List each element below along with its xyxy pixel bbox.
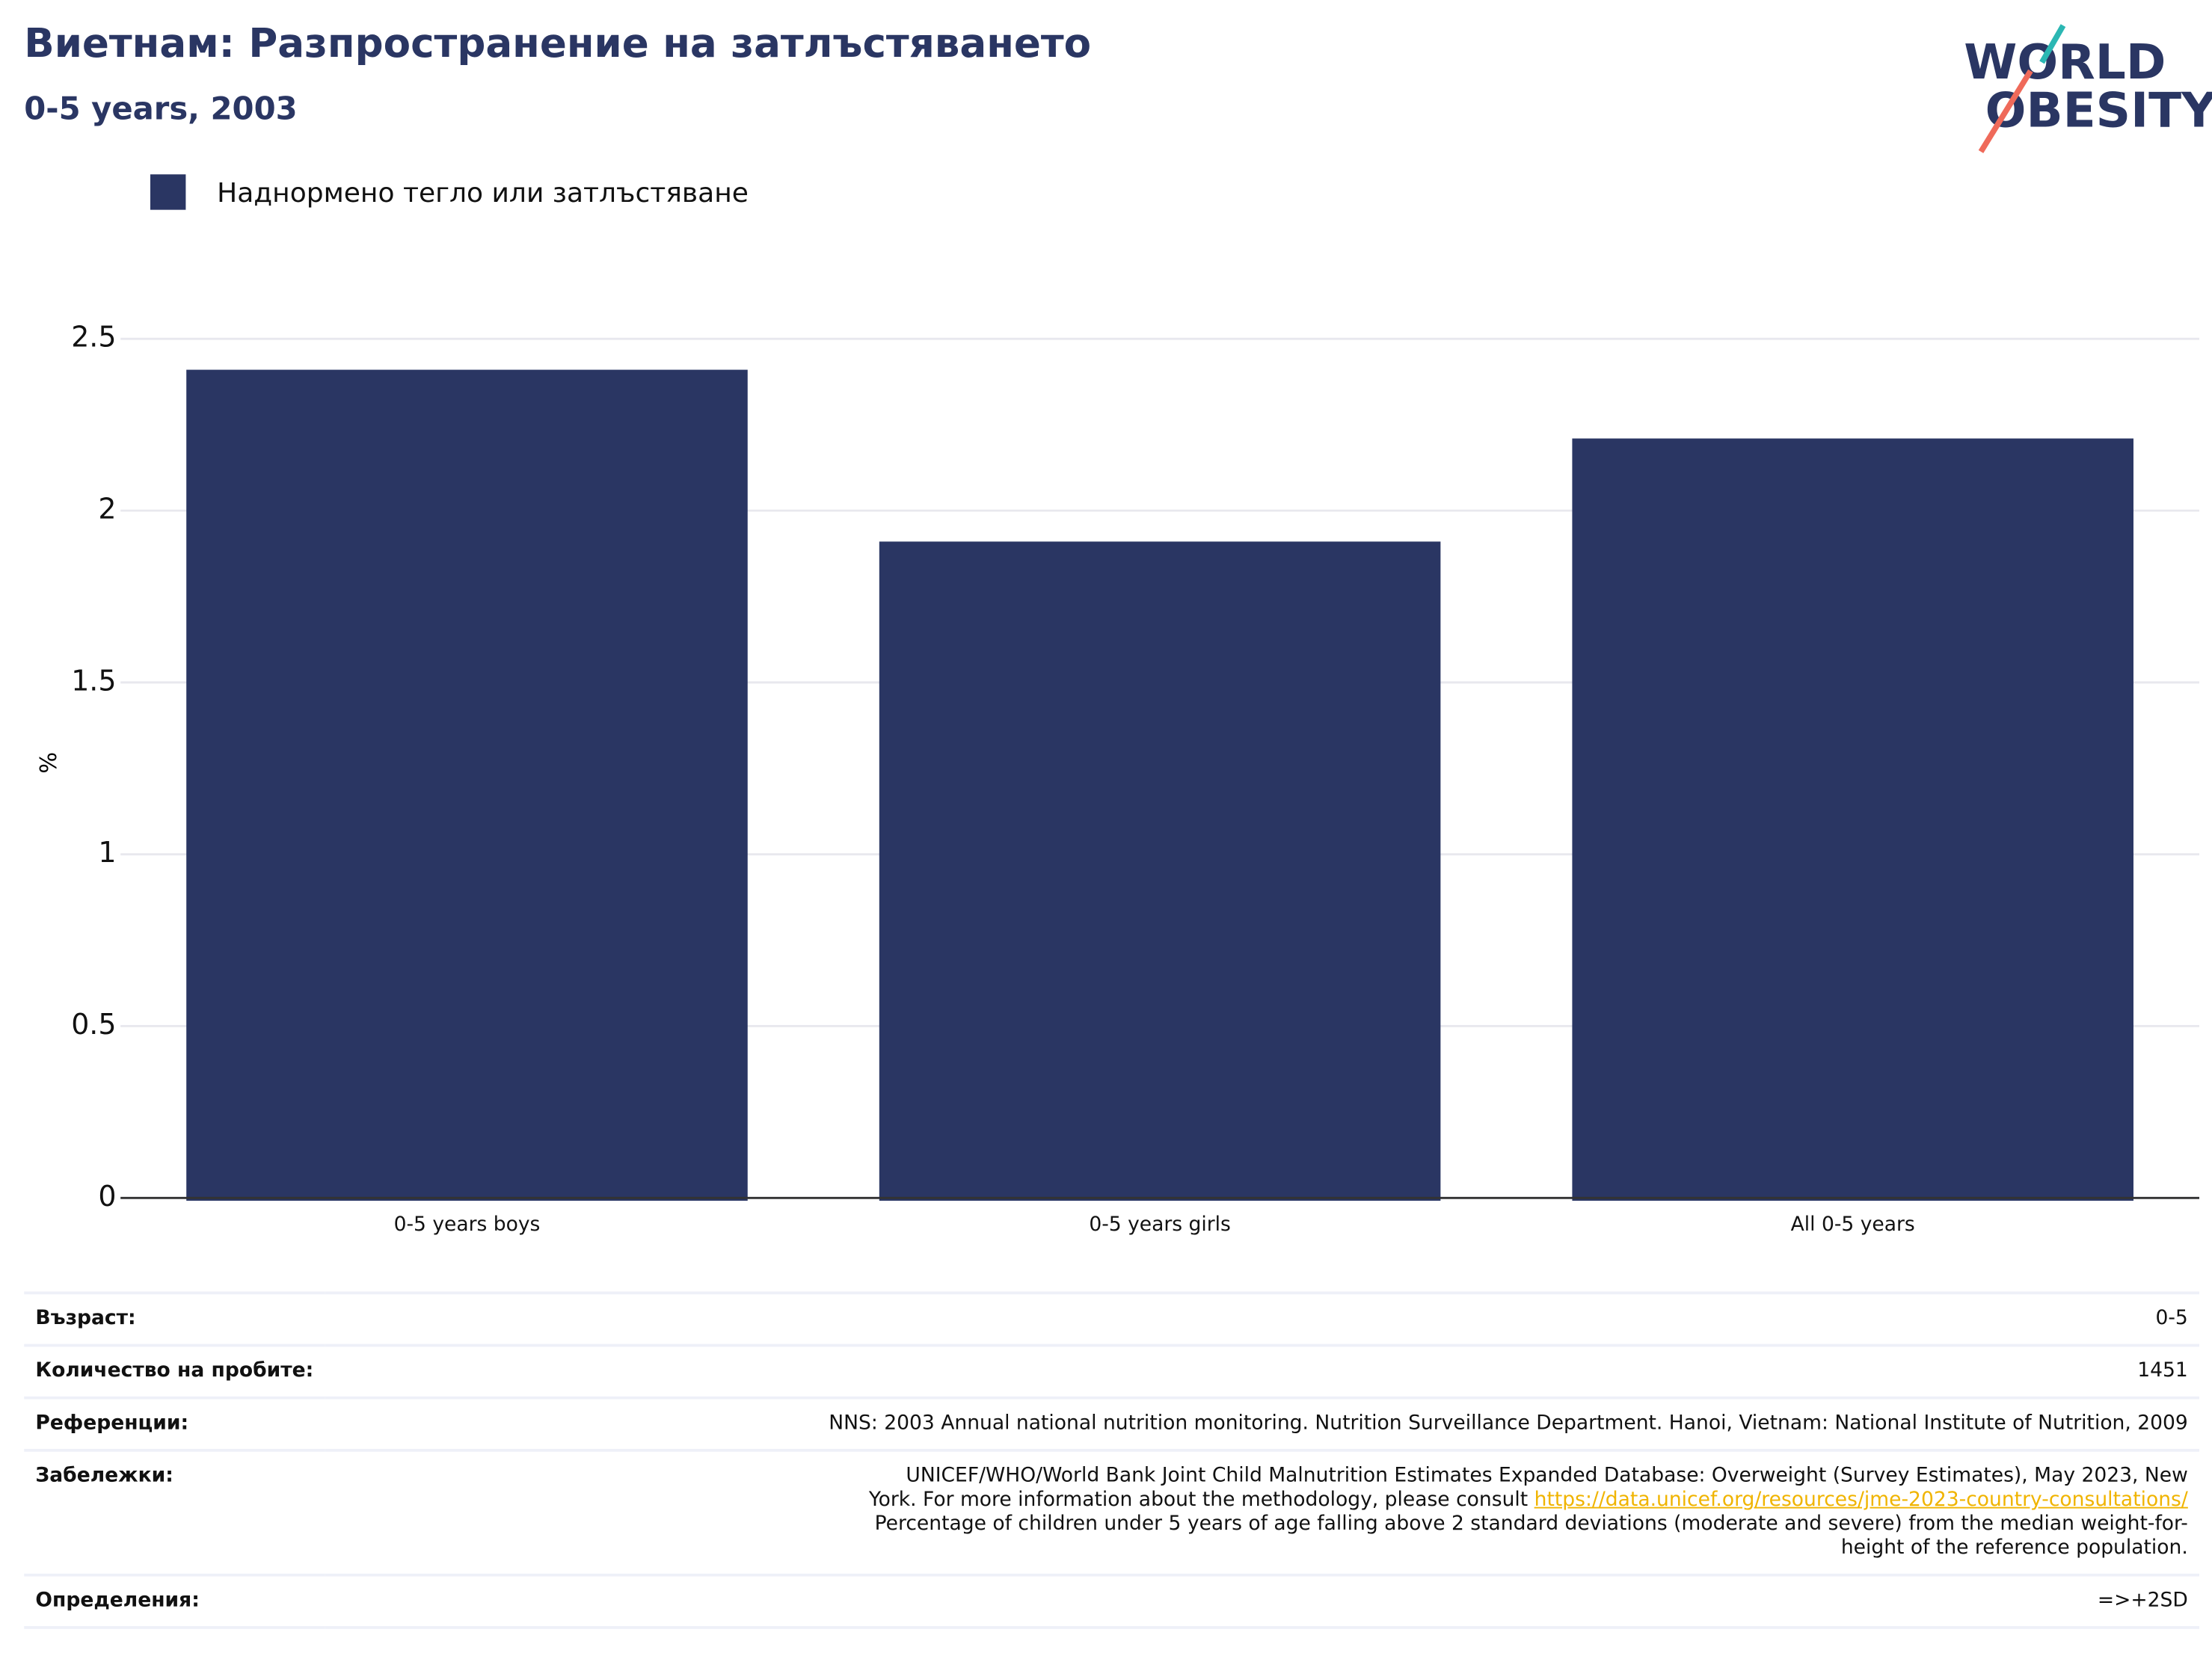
y-tick-label: 0 — [98, 1180, 116, 1213]
legend-swatch — [150, 174, 186, 210]
row-value: NNS: 2003 Annual national nutrition moni… — [325, 1396, 2200, 1452]
link[interactable]: https://data.unicef.org/resources/jme-20… — [1534, 1489, 2188, 1512]
row-value: 0-5 — [325, 1291, 2200, 1347]
note-text: UNICEF/WHO/World Bank Joint Child Malnut… — [868, 1464, 2188, 1512]
row-label: Забележки: — [24, 1448, 325, 1577]
info-table: Възраст: 0-5 Количество на пробите: 1451 Реф… — [24, 1291, 2200, 1629]
y-axis-label: % — [36, 752, 62, 774]
x-tick-label: All 0-5 years — [1791, 1213, 1915, 1236]
table-row: Възраст: 0-5 — [24, 1291, 2200, 1347]
y-tick-label: 1 — [98, 836, 116, 869]
bar — [879, 541, 1441, 1201]
table-row: Референции: NNS: 2003 Annual national nut… — [24, 1396, 2200, 1452]
table-row: Забележки: UNICEF/WHO/World Bank Joint Ch… — [24, 1448, 2200, 1577]
x-tick-label: 0-5 years boys — [394, 1213, 541, 1236]
logo-stroke — [1978, 69, 2033, 153]
row-value: =>+2SD — [325, 1573, 2200, 1629]
row-label: Референции: — [24, 1396, 325, 1452]
logo-stroke — [2039, 24, 2066, 64]
row-label: Възраст: — [24, 1291, 325, 1347]
row-value: 1451 — [325, 1344, 2200, 1400]
table-row: Определения: =>+2SD — [24, 1573, 2200, 1629]
y-tick-label: 2 — [98, 493, 116, 526]
y-tick-label: 2.5 — [71, 321, 116, 354]
chart-title: Виетнам: Разпространение на затлъстяване… — [24, 19, 1092, 67]
y-tick-label: 0.5 — [71, 1008, 116, 1041]
logo-text: WORLD — [1964, 34, 2166, 90]
logo-text: OBESITY — [1985, 82, 2212, 138]
chart: WORLD OBESITY % 0 0.5 1 1.5 2 2.5 Наднормено т… — [36, 24, 2212, 1236]
legend-label: Наднормено тегло или затлъстяване — [217, 178, 749, 209]
row-label: Определения: — [24, 1573, 325, 1629]
bar — [1572, 438, 2133, 1201]
note-text: Percentage of children under 5 years of … — [874, 1512, 2188, 1560]
logo: WORLD OBESITY — [1964, 24, 2212, 153]
y-tick-label: 1.5 — [71, 664, 116, 697]
bar — [186, 369, 748, 1201]
x-tick-label: 0-5 years girls — [1089, 1213, 1231, 1236]
table-row: Количество на пробите: 1451 — [24, 1344, 2200, 1400]
row-label: Количество на пробите: — [24, 1344, 325, 1400]
chart-subtitle: 0-5 years, 2003 — [24, 92, 298, 128]
row-value: UNICEF/WHO/World Bank Joint Child Malnut… — [325, 1448, 2200, 1577]
